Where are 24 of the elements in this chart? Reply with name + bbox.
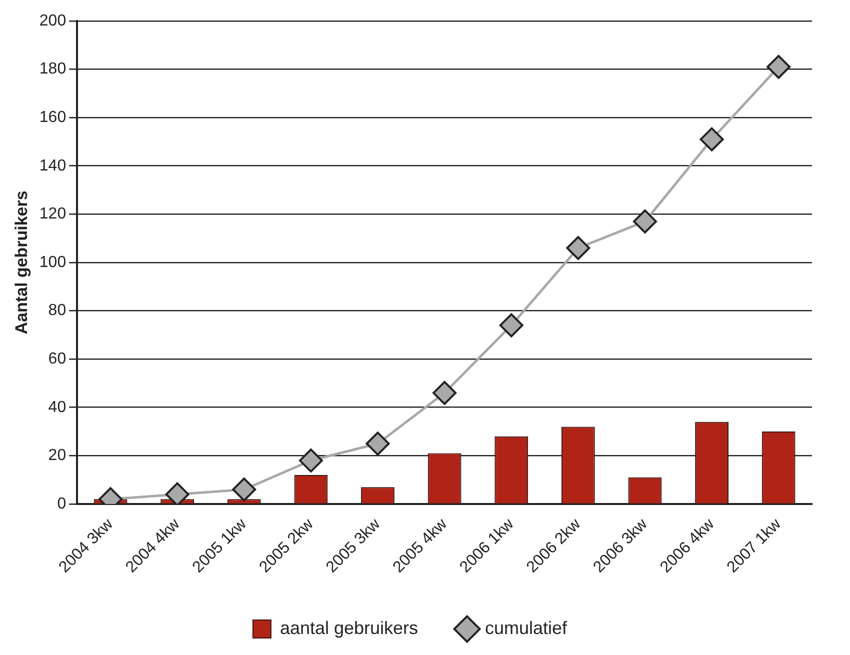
point [165,482,190,504]
y-tick-label: 40 [48,398,66,416]
y-tick-label: 20 [48,447,66,464]
point [232,478,256,502]
y-tick-label: 120 [39,206,66,223]
point [700,127,724,152]
y-tick-label: 60 [48,350,66,368]
y-tick-label: 200 [39,12,66,30]
point [499,313,524,338]
y-tick-label: 80 [48,302,66,320]
point [298,448,323,473]
point [566,236,590,260]
point [432,380,457,405]
y-tick-label: 160 [39,109,66,126]
point [366,432,390,456]
point [632,209,657,234]
point [766,54,791,79]
y-tick-label: 180 [39,60,66,78]
legend-label: aantal gebruikers [280,618,418,638]
y-tick-label: 140 [39,157,66,174]
y-tick-label: 100 [39,254,66,271]
y-tick-label: 0 [57,495,66,512]
legend-label: cumulatief [485,618,568,638]
y-axis-title: Aantal gebruikers [12,190,31,334]
